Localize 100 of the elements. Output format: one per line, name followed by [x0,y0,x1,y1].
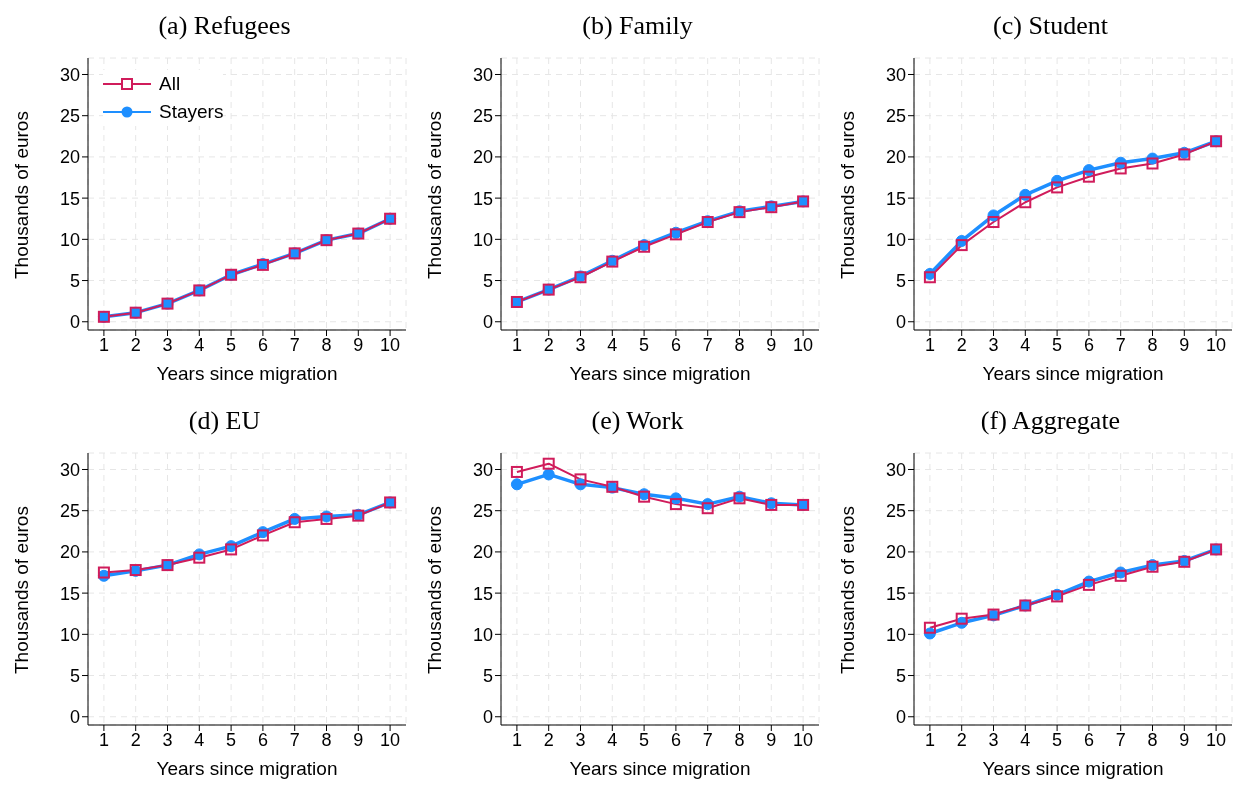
y-tick-label: 15 [59,188,80,209]
x-tick-label: 1 [511,729,522,750]
y-tick-label: 20 [472,147,493,168]
point [923,271,936,284]
y-tick-label: 10 [472,229,493,250]
x-tick-label: 8 [321,729,332,750]
legend-label: Stayers [159,101,224,123]
x-tick-label: 10 [793,334,814,355]
y-tick-label: 0 [69,312,80,333]
y-tick-label: 20 [885,147,906,168]
y-tick-label: 10 [885,229,906,250]
x-tick-label: 8 [734,729,745,750]
x-axis-title: Years since migration [156,758,338,779]
y-axis-title: Thousands of euros [423,111,445,279]
chart-title: (b) Family [581,10,694,42]
x-tick-label: 2 [543,729,554,750]
y-tick-label: 30 [885,459,906,480]
x-axis-title: Years since migration [569,363,751,384]
x-axis-title: Years since migration [156,363,338,384]
y-tick-label: 0 [482,707,493,728]
x-tick-label: 1 [924,334,935,355]
x-tick-label: 7 [702,729,713,750]
x-tick-label: 4 [607,729,618,750]
x-tick-label: 9 [766,729,777,750]
x-axis-title: Years since migration [982,363,1164,384]
y-tick-label: 5 [895,270,906,291]
point [1019,196,1032,209]
y-tick-label: 30 [885,64,906,85]
y-tick-label: 10 [59,624,80,645]
y-axis-title: Thousands of euros [836,111,858,279]
x-tick-label: 7 [289,334,300,355]
legend-label: All [159,73,181,95]
y-tick-label: 30 [472,459,493,480]
x-tick-label: 5 [639,729,650,750]
y-tick-label: 0 [482,312,493,333]
x-tick-label: 8 [321,334,332,355]
point [955,612,968,625]
y-tick-label: 20 [472,542,493,563]
chart-title: (d) EU [187,405,262,437]
y-tick-label: 15 [885,188,906,209]
x-tick-label: 4 [194,729,205,750]
x-tick-label: 3 [162,729,173,750]
y-tick-label: 0 [69,707,80,728]
x-tick-label: 5 [226,334,237,355]
point [669,498,682,511]
x-tick-label: 5 [639,334,650,355]
x-tick-label: 9 [353,729,364,750]
y-tick-label: 20 [59,542,80,563]
x-tick-label: 3 [988,729,999,750]
x-tick-label: 2 [543,334,554,355]
x-tick-label: 9 [1179,729,1190,750]
point [510,478,523,491]
y-axis-title: Thousands of euros [423,506,445,674]
x-tick-label: 1 [98,729,109,750]
y-tick-label: 25 [885,501,906,522]
x-tick-label: 8 [1147,334,1158,355]
y-tick-label: 10 [59,229,80,250]
point [701,502,714,515]
point [542,468,555,481]
x-tick-label: 7 [1115,334,1126,355]
point [510,465,523,478]
point [987,216,1000,229]
chart-title: (f) Aggregate [979,405,1122,437]
x-tick-label: 10 [1206,729,1227,750]
y-tick-label: 10 [885,624,906,645]
x-tick-label: 3 [988,334,999,355]
point [1114,162,1127,175]
x-tick-label: 10 [1206,334,1227,355]
x-tick-label: 5 [1052,334,1063,355]
point [955,239,968,252]
x-tick-label: 2 [956,729,967,750]
x-tick-label: 4 [1020,334,1031,355]
y-tick-label: 25 [59,106,80,127]
x-tick-label: 3 [162,334,173,355]
x-tick-label: 6 [670,334,681,355]
x-tick-label: 2 [130,729,141,750]
x-tick-label: 9 [353,334,364,355]
point [542,457,555,470]
x-tick-label: 2 [130,334,141,355]
x-tick-label: 1 [924,729,935,750]
point [1146,157,1159,170]
y-tick-label: 30 [59,459,80,480]
y-tick-label: 5 [482,665,493,686]
x-tick-label: 3 [575,729,586,750]
x-tick-label: 2 [956,334,967,355]
y-axis-title: Thousands of euros [10,506,32,674]
x-tick-label: 4 [607,334,618,355]
y-axis-title: Thousands of euros [836,506,858,674]
y-tick-label: 25 [472,501,493,522]
x-tick-label: 7 [702,334,713,355]
x-axis-title: Years since migration [569,758,751,779]
x-tick-label: 10 [793,729,814,750]
y-tick-label: 15 [59,583,80,604]
y-tick-label: 25 [885,106,906,127]
x-tick-label: 3 [575,334,586,355]
point [923,621,936,634]
y-tick-label: 15 [472,583,493,604]
y-axis-title: Thousands of euros [10,111,32,279]
y-tick-label: 30 [472,64,493,85]
x-tick-label: 5 [226,729,237,750]
